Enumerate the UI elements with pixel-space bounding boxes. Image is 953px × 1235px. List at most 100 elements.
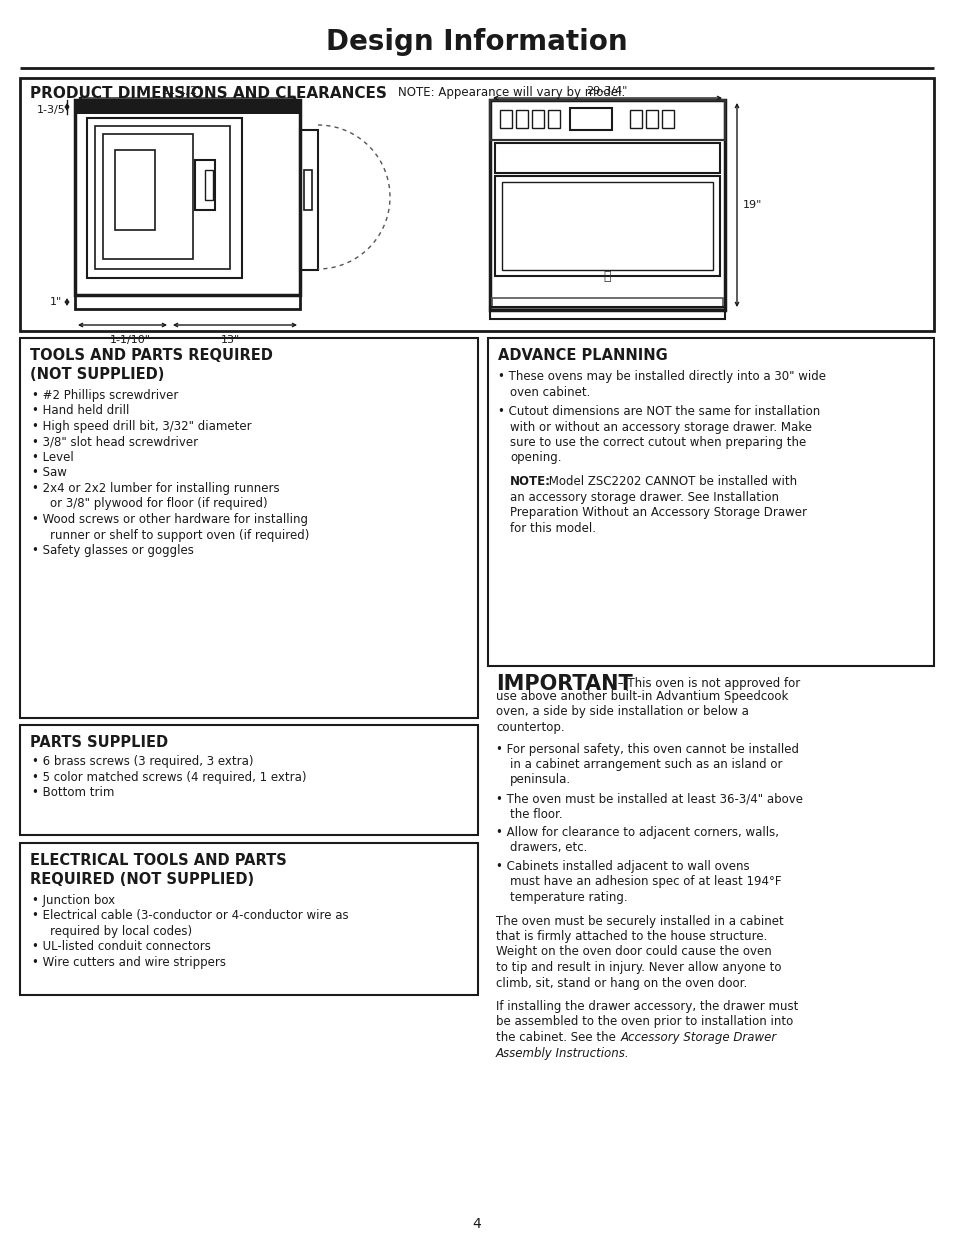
Text: Ⓖ: Ⓖ — [602, 270, 610, 284]
Text: to tip and result in injury. Never allow anyone to: to tip and result in injury. Never allow… — [496, 961, 781, 974]
Bar — [492, 298, 722, 308]
Text: runner or shelf to support oven (if required): runner or shelf to support oven (if requ… — [50, 529, 309, 541]
Text: 19": 19" — [742, 200, 761, 210]
Text: • For personal safety, this oven cannot be installed: • For personal safety, this oven cannot … — [496, 742, 799, 756]
Bar — [95, 126, 230, 269]
Bar — [194, 161, 214, 210]
Text: 13": 13" — [220, 335, 239, 345]
Bar — [495, 143, 720, 173]
Text: • Allow for clearance to adjacent corners, walls,: • Allow for clearance to adjacent corner… — [496, 826, 779, 839]
Text: • These ovens may be installed directly into a 30" wide: • These ovens may be installed directly … — [497, 370, 825, 383]
Text: Weight on the oven door could cause the oven: Weight on the oven door could cause the … — [496, 946, 771, 958]
Text: drawers, etc.: drawers, etc. — [510, 841, 587, 855]
Bar — [516, 110, 527, 128]
Bar — [87, 119, 242, 278]
Text: peninsula.: peninsula. — [510, 773, 571, 787]
Text: in a cabinet arrangement such as an island or: in a cabinet arrangement such as an isla… — [510, 758, 781, 771]
Text: countertop.: countertop. — [496, 721, 564, 734]
Text: Assembly Instructions.: Assembly Instructions. — [496, 1046, 629, 1060]
Text: an accessory storage drawer. See Installation: an accessory storage drawer. See Install… — [510, 490, 779, 504]
Text: • Level: • Level — [32, 451, 73, 464]
Text: • Safety glasses or goggles: • Safety glasses or goggles — [32, 543, 193, 557]
Text: • The oven must be installed at least 36-3/4" above: • The oven must be installed at least 36… — [496, 792, 802, 805]
Bar — [501, 182, 712, 270]
Text: for this model.: for this model. — [510, 521, 596, 535]
Text: IMPORTANT: IMPORTANT — [496, 674, 632, 694]
Text: 21-1/2": 21-1/2" — [161, 86, 202, 96]
Text: • 2x4 or 2x2 lumber for installing runners: • 2x4 or 2x2 lumber for installing runne… — [32, 482, 279, 495]
Text: climb, sit, stand or hang on the oven door.: climb, sit, stand or hang on the oven do… — [496, 977, 746, 989]
Text: • 6 brass screws (3 required, 3 extra): • 6 brass screws (3 required, 3 extra) — [32, 755, 253, 768]
Text: If installing the drawer accessory, the drawer must: If installing the drawer accessory, the … — [496, 1000, 798, 1013]
Bar — [569, 107, 612, 130]
Text: use above another built-in Advantium Speedcook: use above another built-in Advantium Spe… — [496, 690, 787, 703]
Text: • Electrical cable (3-conductor or 4-conductor wire as: • Electrical cable (3-conductor or 4-con… — [32, 909, 348, 923]
Bar — [488, 338, 933, 666]
Bar — [490, 308, 724, 319]
Text: opening.: opening. — [510, 452, 561, 464]
Bar — [629, 110, 641, 128]
Text: PRODUCT DIMENSIONS AND CLEARANCES: PRODUCT DIMENSIONS AND CLEARANCES — [30, 86, 387, 101]
Bar — [304, 170, 312, 210]
Bar — [75, 100, 299, 114]
Bar — [20, 338, 477, 718]
Text: – This oven is not approved for: – This oven is not approved for — [614, 677, 800, 690]
Text: • Bottom trim: • Bottom trim — [32, 785, 114, 799]
Text: oven, a side by side installation or below a: oven, a side by side installation or bel… — [496, 705, 748, 719]
Bar — [75, 295, 299, 309]
Text: sure to use the correct cutout when preparing the: sure to use the correct cutout when prep… — [510, 436, 805, 450]
Bar — [645, 110, 658, 128]
Bar — [205, 170, 213, 200]
Text: REQUIRED (NOT SUPPLIED): REQUIRED (NOT SUPPLIED) — [30, 872, 253, 887]
Text: • Wire cutters and wire strippers: • Wire cutters and wire strippers — [32, 956, 226, 969]
Text: Accessory Storage Drawer: Accessory Storage Drawer — [620, 1031, 777, 1044]
Bar — [299, 130, 317, 270]
Text: 1-1/10": 1-1/10" — [110, 335, 151, 345]
Text: PARTS SUPPLIED: PARTS SUPPLIED — [30, 735, 168, 750]
Text: the cabinet. See the: the cabinet. See the — [496, 1031, 619, 1044]
Text: temperature rating.: temperature rating. — [510, 890, 627, 904]
Bar — [75, 100, 299, 295]
Text: • Wood screws or other hardware for installing: • Wood screws or other hardware for inst… — [32, 513, 308, 526]
Text: • 3/8" slot head screwdriver: • 3/8" slot head screwdriver — [32, 436, 198, 448]
Text: NOTE:: NOTE: — [510, 475, 551, 488]
Bar — [499, 110, 512, 128]
Bar — [532, 110, 543, 128]
Text: • #2 Phillips screwdriver: • #2 Phillips screwdriver — [32, 389, 178, 403]
Text: required by local codes): required by local codes) — [50, 925, 192, 939]
Bar — [490, 100, 724, 140]
Text: NOTE: Appearance will vary by model.: NOTE: Appearance will vary by model. — [397, 86, 624, 99]
Text: • Saw: • Saw — [32, 467, 67, 479]
Text: Design Information: Design Information — [326, 28, 627, 56]
Text: must have an adhesion spec of at least 194°F: must have an adhesion spec of at least 1… — [510, 876, 781, 888]
Bar — [490, 100, 724, 310]
Text: Model ZSC2202 CANNOT be installed with: Model ZSC2202 CANNOT be installed with — [544, 475, 797, 488]
Text: • Junction box: • Junction box — [32, 894, 115, 906]
Text: 29-3/4": 29-3/4" — [586, 86, 627, 96]
Text: • UL-listed conduit connectors: • UL-listed conduit connectors — [32, 941, 211, 953]
Text: 1-3/5": 1-3/5" — [37, 105, 71, 115]
Text: • 5 color matched screws (4 required, 1 extra): • 5 color matched screws (4 required, 1 … — [32, 771, 306, 783]
Bar — [20, 78, 933, 331]
Text: (NOT SUPPLIED): (NOT SUPPLIED) — [30, 367, 164, 382]
Bar — [661, 110, 673, 128]
Text: oven cabinet.: oven cabinet. — [510, 385, 590, 399]
Text: • Hand held drill: • Hand held drill — [32, 405, 130, 417]
Text: or 3/8" plywood for floor (if required): or 3/8" plywood for floor (if required) — [50, 498, 268, 510]
Text: be assembled to the oven prior to installation into: be assembled to the oven prior to instal… — [496, 1015, 792, 1029]
Bar — [115, 149, 154, 230]
Text: • Cabinets installed adjacent to wall ovens: • Cabinets installed adjacent to wall ov… — [496, 860, 749, 873]
Bar — [20, 844, 477, 995]
Text: ADVANCE PLANNING: ADVANCE PLANNING — [497, 348, 667, 363]
Text: Preparation Without an Accessory Storage Drawer: Preparation Without an Accessory Storage… — [510, 506, 806, 519]
Text: • High speed drill bit, 3/32" diameter: • High speed drill bit, 3/32" diameter — [32, 420, 252, 433]
Bar — [20, 725, 477, 835]
Bar — [547, 110, 559, 128]
Text: 1": 1" — [50, 296, 62, 308]
Text: the floor.: the floor. — [510, 808, 562, 820]
Text: TOOLS AND PARTS REQUIRED: TOOLS AND PARTS REQUIRED — [30, 348, 273, 363]
Bar — [495, 177, 720, 275]
Bar — [103, 135, 193, 259]
Text: that is firmly attached to the house structure.: that is firmly attached to the house str… — [496, 930, 766, 944]
Text: ELECTRICAL TOOLS AND PARTS: ELECTRICAL TOOLS AND PARTS — [30, 853, 287, 868]
